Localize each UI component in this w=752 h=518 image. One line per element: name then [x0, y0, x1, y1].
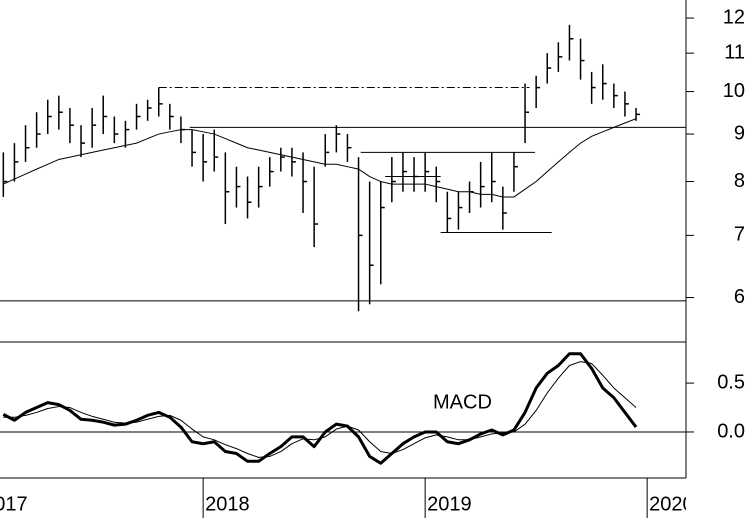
- y-tick-label: 9: [734, 122, 745, 144]
- x-tick-label: 2019: [427, 493, 472, 515]
- macd-line: [3, 361, 637, 458]
- y-tick-label: 0.5: [717, 371, 745, 393]
- y-tick-label: 8: [734, 170, 745, 192]
- macd-line: [2, 352, 638, 465]
- y-tick-label: 10: [723, 80, 745, 102]
- y-tick-label: 0.0: [717, 420, 745, 442]
- macd-label: MACD: [433, 391, 492, 413]
- moving-average: [3, 118, 637, 198]
- y-tick-label: 12: [723, 6, 745, 28]
- x-tick-label: 2020: [649, 493, 694, 515]
- x-tick-label: 2018: [205, 493, 250, 515]
- y-tick-label: 11: [724, 41, 745, 63]
- x-labels: 2017 2018 2019 2020: [0, 493, 694, 515]
- y-tick-label: 7: [734, 224, 745, 246]
- x-tick-label: 2017: [0, 493, 28, 515]
- y-tick-label: 6: [734, 286, 745, 308]
